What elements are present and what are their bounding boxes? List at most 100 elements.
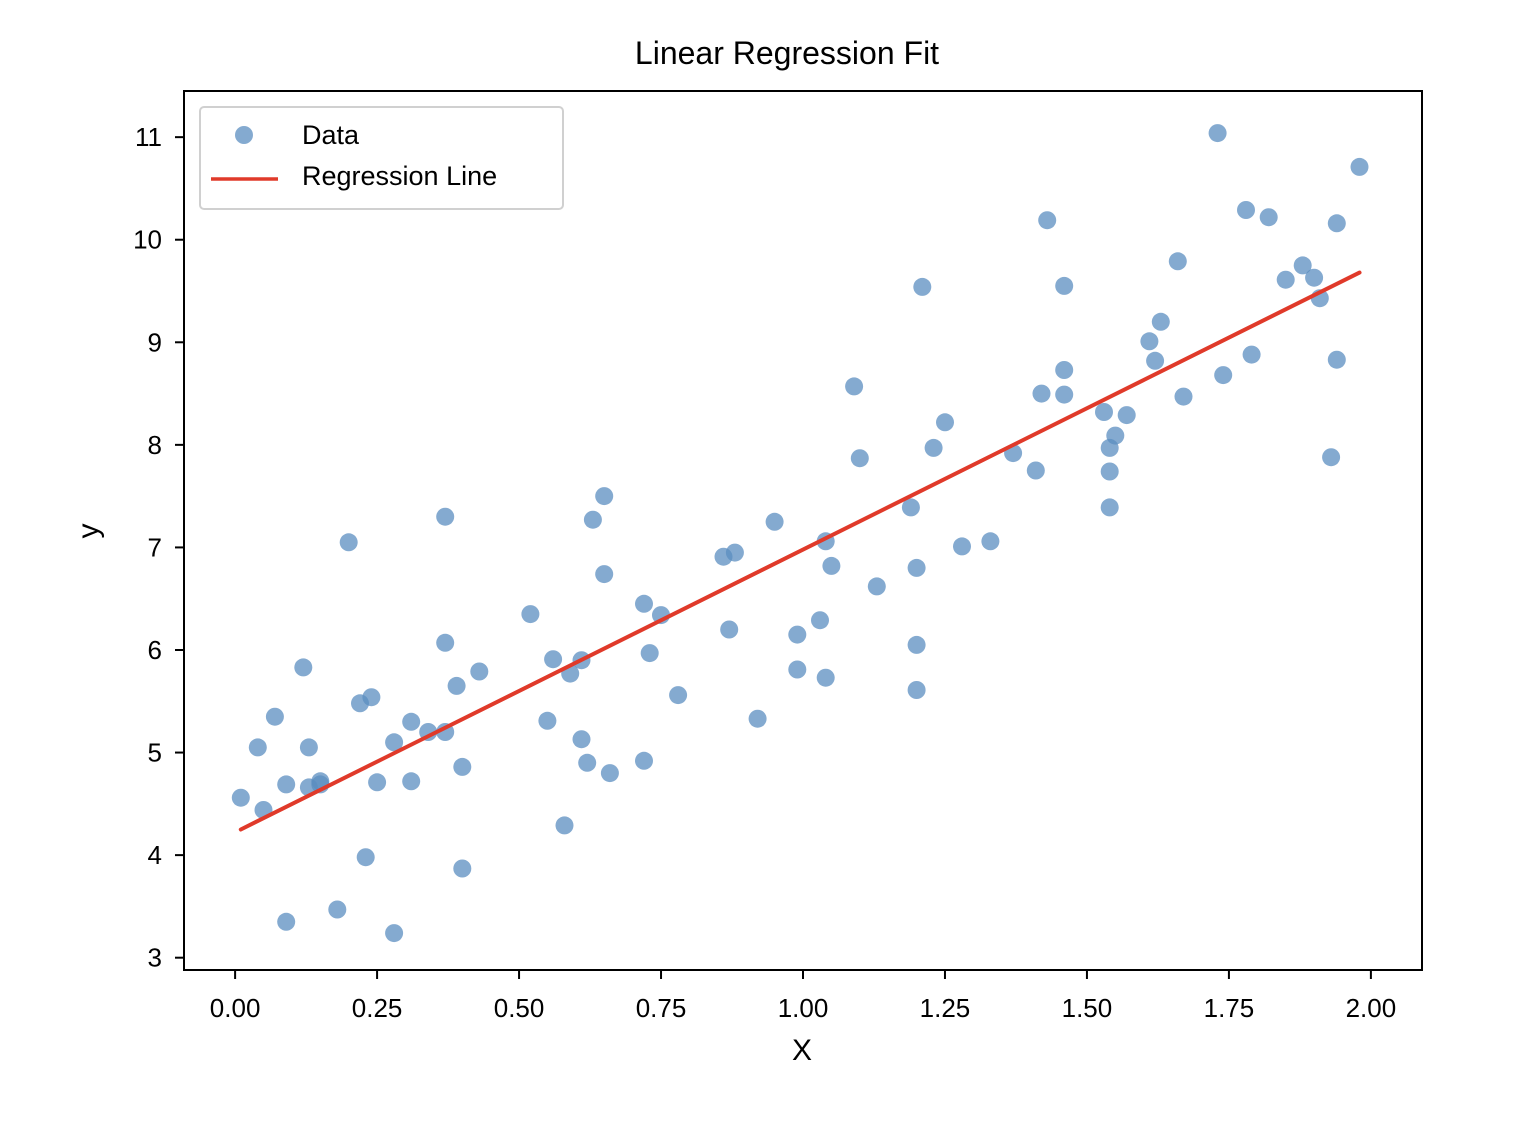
data-point <box>436 507 455 526</box>
data-point <box>436 633 455 652</box>
data-point <box>231 788 250 807</box>
y-axis-ticks: 3 4 5 6 7 8 9 10 11 <box>133 122 184 973</box>
data-point <box>1038 211 1057 230</box>
plot-area <box>183 90 1423 971</box>
data-point <box>265 707 284 726</box>
data-point <box>555 816 574 835</box>
y-tick-label: 6 <box>148 635 162 665</box>
x-tick-label: 1.00 <box>778 993 829 1023</box>
x-tick-label: 1.75 <box>1204 993 1255 1023</box>
x-tick-label: 2.00 <box>1346 993 1397 1023</box>
legend-data-label: Data <box>302 120 360 150</box>
data-point <box>1276 270 1295 289</box>
chart-title: Linear Regression Fit <box>635 35 939 71</box>
data-point <box>1327 350 1346 369</box>
data-point <box>1214 366 1233 385</box>
data-point <box>328 900 347 919</box>
x-tick-label: 1.50 <box>1062 993 1113 1023</box>
data-point <box>788 660 807 679</box>
data-point <box>447 676 466 695</box>
data-point <box>339 533 358 552</box>
data-point <box>1095 403 1113 421</box>
data-point <box>822 556 841 575</box>
data-point <box>538 711 557 730</box>
data-point <box>453 757 472 776</box>
data-point <box>385 924 404 943</box>
x-tick-label: 0.00 <box>210 993 261 1023</box>
data-point <box>1055 276 1074 295</box>
data-point <box>1117 406 1136 425</box>
data-point <box>1208 124 1227 143</box>
scatter-points <box>231 124 1369 943</box>
data-point <box>299 738 318 757</box>
regression-line-layer <box>238 270 1362 832</box>
y-tick-label: 7 <box>148 532 162 562</box>
data-point <box>578 753 597 772</box>
data-point <box>907 635 926 654</box>
legend-box <box>199 106 564 210</box>
data-point <box>544 650 563 669</box>
legend-regression-label: Regression Line <box>302 161 497 191</box>
x-tick-label: 0.50 <box>494 993 545 1023</box>
data-point <box>901 498 920 517</box>
data-point <box>1106 426 1125 445</box>
data-point <box>1151 312 1170 331</box>
data-point <box>981 532 1000 551</box>
data-point <box>867 577 886 596</box>
data-point <box>669 686 688 705</box>
data-point <box>913 277 932 296</box>
data-point <box>572 730 591 749</box>
data-point <box>1327 214 1346 233</box>
data-point <box>1026 461 1045 480</box>
x-tick-label: 1.25 <box>920 993 971 1023</box>
data-point <box>765 512 784 531</box>
data-point <box>248 738 267 757</box>
data-point <box>816 668 835 687</box>
data-point <box>811 611 829 630</box>
y-axis-label: y <box>72 524 105 539</box>
data-point <box>595 565 614 584</box>
data-point <box>1293 256 1312 275</box>
data-point <box>470 662 489 681</box>
data-point <box>635 594 653 613</box>
data-point <box>1032 384 1051 403</box>
data-point <box>720 620 739 639</box>
x-tick-label: 0.25 <box>352 993 403 1023</box>
y-tick-label: 4 <box>148 840 162 870</box>
data-point <box>362 688 381 707</box>
data-point <box>953 537 971 556</box>
y-tick-label: 5 <box>148 738 162 768</box>
x-axis-ticks: 0.00 0.25 0.50 0.75 1.00 1.25 1.50 1.75 2.00 <box>210 970 1396 1023</box>
data-point <box>1140 332 1159 351</box>
data-point <box>402 712 421 731</box>
data-point <box>1055 385 1074 404</box>
data-point <box>294 658 313 677</box>
legend: Data Regression Line <box>199 106 564 210</box>
data-point <box>635 751 653 770</box>
data-point <box>748 709 767 728</box>
legend-data-marker <box>235 126 253 144</box>
y-tick-label: 11 <box>135 122 162 152</box>
data-point <box>277 775 296 794</box>
data-point <box>1259 208 1278 227</box>
data-point <box>368 773 387 792</box>
data-point <box>356 848 375 867</box>
x-axis-label: X <box>792 1034 812 1067</box>
data-point <box>385 733 404 752</box>
data-point <box>1305 268 1324 287</box>
data-point <box>453 859 472 878</box>
data-point <box>640 644 659 663</box>
data-point <box>600 764 619 783</box>
data-point <box>907 558 926 577</box>
data-point <box>595 487 614 506</box>
data-point <box>1055 361 1074 379</box>
data-point <box>1242 345 1261 364</box>
data-point <box>583 510 602 529</box>
data-point <box>788 625 807 644</box>
data-point <box>1100 498 1119 517</box>
data-point <box>850 449 869 468</box>
y-tick-label: 3 <box>148 943 162 973</box>
data-point <box>277 912 296 931</box>
y-tick-label: 10 <box>133 225 162 255</box>
data-point <box>1350 157 1369 176</box>
